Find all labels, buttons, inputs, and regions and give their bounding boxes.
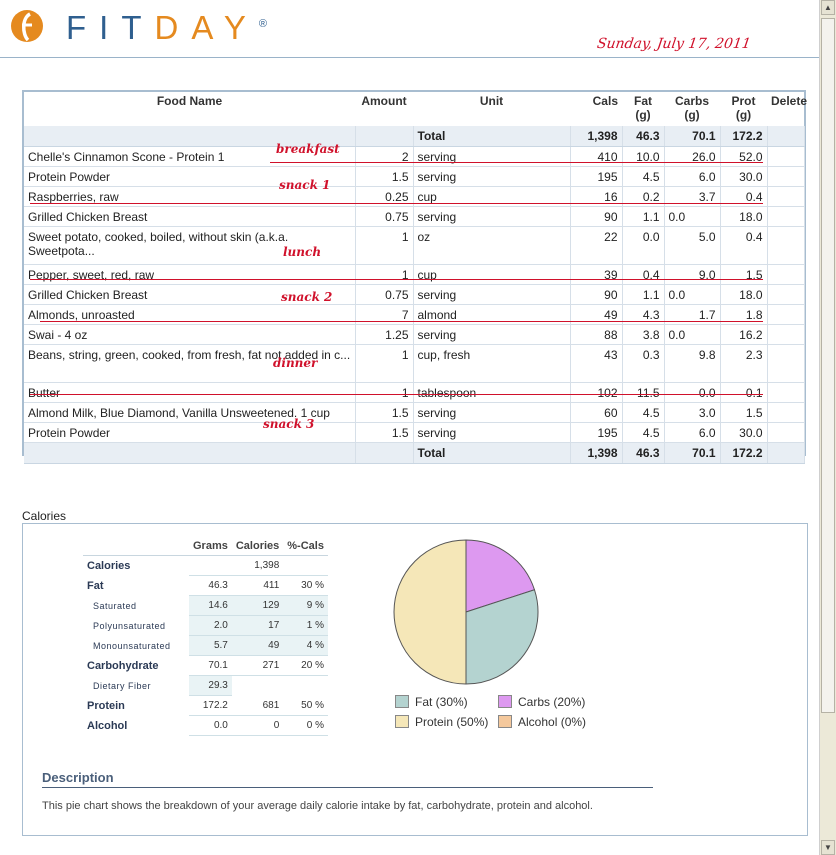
legend-fat: Fat (30%) <box>395 695 468 709</box>
delete-cell[interactable] <box>767 206 805 227</box>
col-prot[interactable]: Prot (g) <box>720 92 767 126</box>
food-link[interactable]: Beans, string, green, cooked, from fresh… <box>24 344 356 383</box>
nutrient-row: Monounsaturated 5.7 49 4 % <box>83 635 328 656</box>
col-amount[interactable]: Amount <box>355 92 413 126</box>
nutrient-table: Grams Calories %-Cals Calories 1,398 Fat… <box>83 537 328 736</box>
annotation-underline <box>30 279 763 280</box>
delete-cell[interactable] <box>767 382 805 403</box>
food-link[interactable]: Pepper, sweet, red, raw <box>24 264 356 285</box>
col-unit[interactable]: Unit <box>413 92 570 126</box>
food-link[interactable]: Butter <box>24 382 356 403</box>
delete-cell[interactable] <box>767 324 805 345</box>
vertical-scrollbar[interactable]: ▲ ▼ <box>819 0 836 855</box>
legend-swatch <box>498 715 512 728</box>
delete-cell[interactable] <box>767 146 805 167</box>
annotation-snack-3: snack 3 <box>263 417 315 431</box>
nutrient-row: Alcohol 0.0 0 0 % <box>83 715 328 736</box>
legend-swatch <box>395 715 409 728</box>
nutrient-row: Fat 46.3 411 30 % <box>83 575 328 596</box>
col-fat[interactable]: Fat (g) <box>622 92 664 126</box>
date-annotation: Sunday, July 17, 2011 <box>595 36 752 52</box>
delete-cell[interactable] <box>767 186 805 207</box>
col-delete: Delete <box>767 92 807 126</box>
annotation-lunch: lunch <box>283 245 322 259</box>
table-row: Raspberries, raw 0.25 cup 16 0.2 3.7 0.4 <box>24 186 805 207</box>
delete-cell[interactable] <box>767 344 805 383</box>
annotation-underline <box>270 162 763 163</box>
col-cals[interactable]: Cals <box>570 92 622 126</box>
delete-cell[interactable] <box>767 422 805 443</box>
delete-cell[interactable] <box>767 304 805 325</box>
table-row: Beans, string, green, cooked, from fresh… <box>24 344 805 383</box>
nutrient-row: Polyunsaturated 2.0 17 1 % <box>83 615 328 636</box>
pie-slice-fat <box>465 589 539 685</box>
legend-alcohol: Alcohol (0%) <box>498 715 586 729</box>
food-link[interactable]: Swai - 4 oz <box>24 324 356 345</box>
food-link[interactable]: Protein Powder <box>24 166 356 187</box>
description-text: This pie chart shows the breakdown of yo… <box>42 800 593 812</box>
col-carbs[interactable]: Carbs (g) <box>664 92 720 126</box>
nutrient-row: Dietary Fiber 29.3 <box>83 675 328 696</box>
table-row: Butter 1 tablespoon 102 11.5 0.0 0.1 <box>24 382 805 403</box>
annotation-underline <box>30 203 763 204</box>
delete-cell[interactable] <box>767 402 805 423</box>
legend-swatch <box>498 695 512 708</box>
table-row: Chelle's Cinnamon Scone - Protein 1 2 se… <box>24 146 805 167</box>
calorie-pie-chart <box>393 539 539 685</box>
calories-section-title: Calories <box>22 509 67 523</box>
annotation-underline <box>40 321 763 322</box>
food-link[interactable]: Sweet potato, cooked, boiled, without sk… <box>24 226 356 265</box>
pie-slice-carbs <box>465 539 536 613</box>
annotation-snack-2: snack 2 <box>281 290 333 304</box>
table-row: Sweet potato, cooked, boiled, without sk… <box>24 226 805 265</box>
annotation-breakfast: breakfast <box>276 142 340 156</box>
nutrient-row: Carbohydrate 70.1 271 20 % <box>83 655 328 676</box>
annotation-underline <box>30 394 763 395</box>
nutrient-row: Protein 172.2 681 50 % <box>83 695 328 716</box>
nutrient-row: Calories 1,398 <box>83 555 328 576</box>
pie-slice-protein <box>393 539 467 685</box>
legend-carbs: Carbs (20%) <box>498 695 585 709</box>
food-link[interactable]: Raspberries, raw <box>24 186 356 207</box>
annotation-snack-1: snack 1 <box>279 178 331 192</box>
table-row: Protein Powder 1.5 serving 195 4.5 6.0 3… <box>24 422 805 443</box>
food-link[interactable]: Grilled Chicken Breast <box>24 206 356 227</box>
food-log-table: Food Name Amount Unit Cals Fat (g) Carbs… <box>22 90 807 464</box>
brand-logo[interactable]: FITDAY® <box>66 9 267 46</box>
legend-protein: Protein (50%) <box>395 715 488 729</box>
description-heading: Description <box>42 770 653 788</box>
annotation-dinner: dinner <box>273 356 318 370</box>
scroll-up-icon[interactable]: ▲ <box>821 0 835 15</box>
table-row: Swai - 4 oz 1.25 serving 88 3.8 0.0 16.2 <box>24 324 805 345</box>
table-row: Grilled Chicken Breast 0.75 serving 90 1… <box>24 284 805 305</box>
food-link[interactable]: Chelle's Cinnamon Scone - Protein 1 <box>24 146 356 167</box>
legend-swatch <box>395 695 409 708</box>
table-row: Almonds, unroasted 7 almond 49 4.3 1.7 1… <box>24 304 805 325</box>
total-row-bottom: Total 1,398 46.3 70.1 172.2 <box>24 442 805 464</box>
calories-panel: Grams Calories %-Cals Calories 1,398 Fat… <box>22 523 808 836</box>
total-row-top: Total 1,398 46.3 70.1 172.2 <box>24 126 805 147</box>
scroll-down-icon[interactable]: ▼ <box>821 840 835 855</box>
food-link[interactable]: Grilled Chicken Breast <box>24 284 356 305</box>
food-link[interactable]: Almond Milk, Blue Diamond, Vanilla Unswe… <box>24 402 356 423</box>
table-row: Grilled Chicken Breast 0.75 serving 90 1… <box>24 206 805 227</box>
header-divider <box>0 57 820 58</box>
table-row: Protein Powder 1.5 serving 195 4.5 6.0 3… <box>24 166 805 187</box>
delete-cell[interactable] <box>767 284 805 305</box>
table-row: Almond Milk, Blue Diamond, Vanilla Unswe… <box>24 402 805 423</box>
delete-cell[interactable] <box>767 264 805 285</box>
delete-cell[interactable] <box>767 166 805 187</box>
col-food-name[interactable]: Food Name <box>24 92 355 126</box>
food-link[interactable]: Almonds, unroasted <box>24 304 356 325</box>
fitday-logo-icon <box>11 10 43 42</box>
delete-cell[interactable] <box>767 226 805 265</box>
food-link[interactable]: Protein Powder <box>24 422 356 443</box>
nutrient-row: Saturated 14.6 129 9 % <box>83 595 328 616</box>
table-row: Pepper, sweet, red, raw 1 cup 39 0.4 9.0… <box>24 264 805 285</box>
scroll-thumb[interactable] <box>821 18 835 713</box>
